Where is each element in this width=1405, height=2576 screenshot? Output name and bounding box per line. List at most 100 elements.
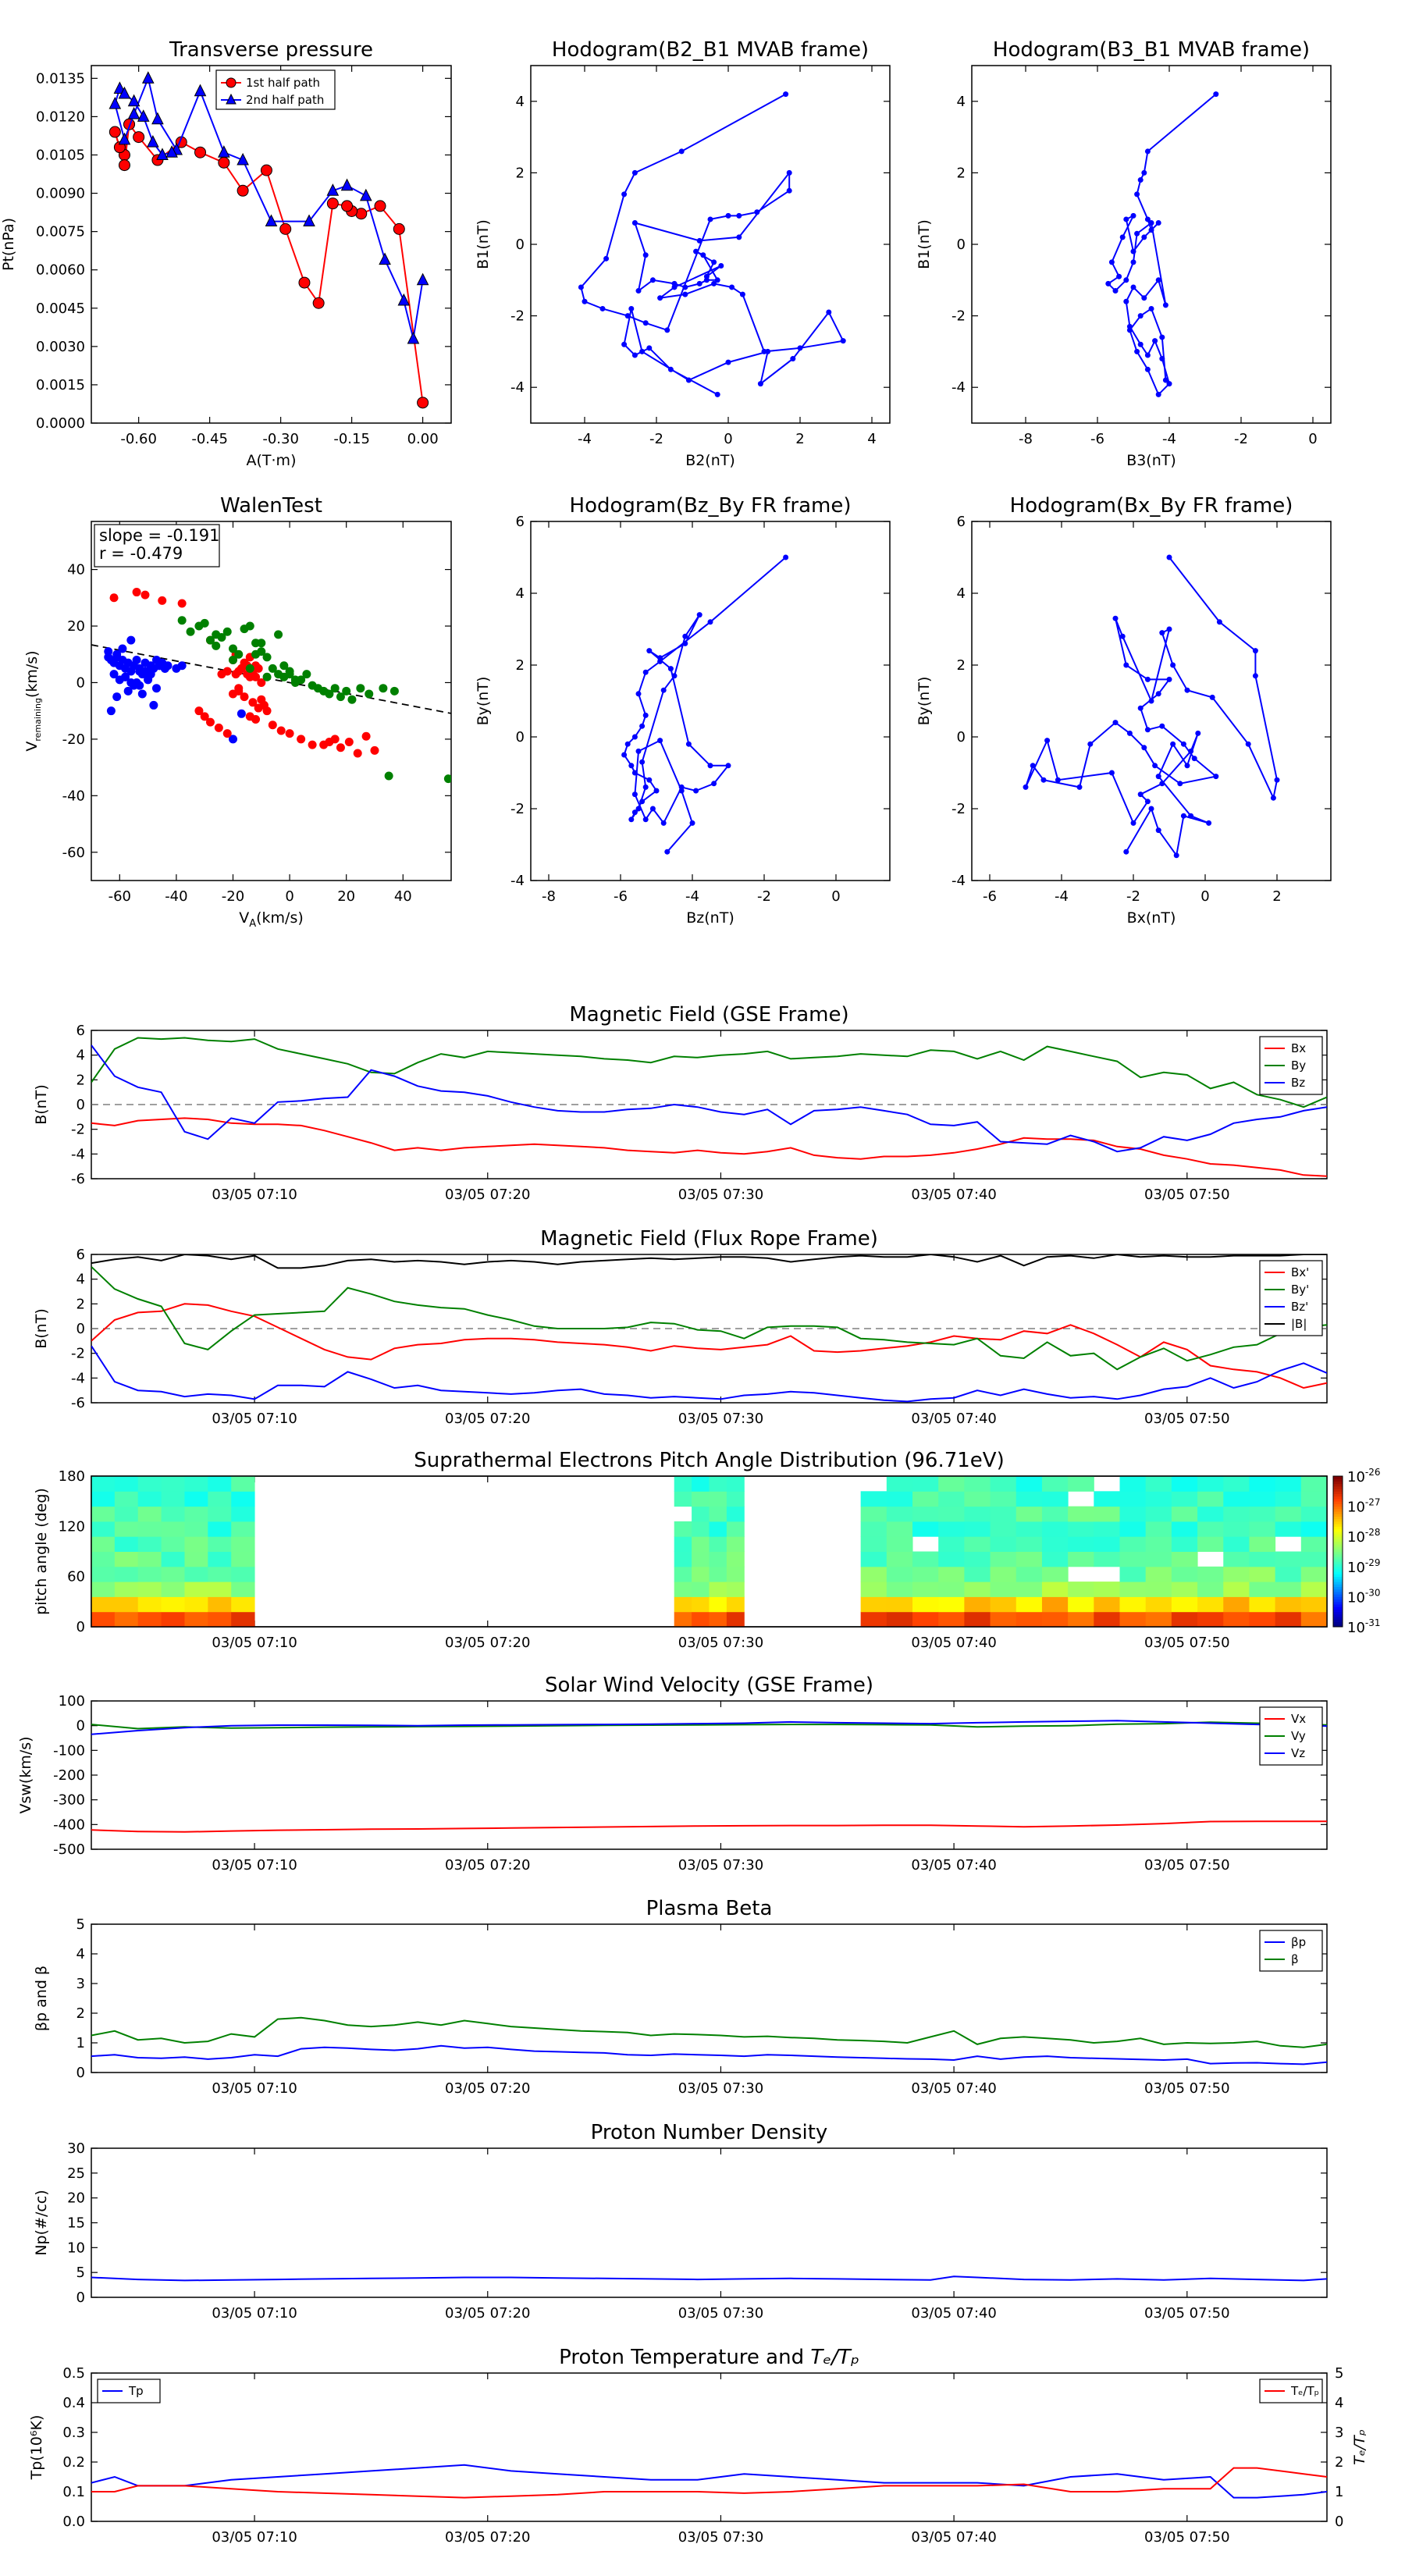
heatmap-cell xyxy=(938,1521,965,1537)
heatmap-cell xyxy=(1249,1521,1276,1537)
x-tick-label: -4 xyxy=(578,431,592,447)
colorbar-cell xyxy=(1333,1619,1343,1623)
data-point xyxy=(251,649,261,659)
x-tick-label: -40 xyxy=(165,888,187,905)
y-tick-label: 0 xyxy=(76,2290,85,2306)
data-point xyxy=(1130,212,1136,219)
colorbar-cell xyxy=(1333,1584,1343,1588)
y-right-tick-label: 5 xyxy=(1335,2365,1343,2382)
data-point xyxy=(1152,338,1158,344)
colorbar-tick-base: 10 xyxy=(1347,1529,1365,1546)
data-point xyxy=(1144,799,1151,805)
x-tick-label: 03/05 07:50 xyxy=(1144,2529,1229,2546)
heatmap-cell xyxy=(1275,1521,1302,1537)
data-point xyxy=(285,670,294,679)
x-tick-label: -6 xyxy=(1090,431,1104,447)
heatmap-cell xyxy=(137,1611,162,1628)
series-line-- xyxy=(91,2016,1327,2048)
heatmap-cell xyxy=(208,1596,232,1613)
heatmap-cell xyxy=(726,1582,745,1597)
colorbar-cell xyxy=(1333,1481,1343,1485)
x-axis-label-text: A(T·m) xyxy=(247,452,297,469)
data-point xyxy=(642,320,649,326)
data-point xyxy=(736,234,742,240)
heatmap-cell xyxy=(1094,1506,1121,1522)
data-point-triangle xyxy=(151,112,164,125)
heatmap-cell xyxy=(1041,1611,1069,1628)
data-point xyxy=(1245,741,1251,747)
x-axis-label-sub: A xyxy=(249,918,256,930)
data-point xyxy=(1170,662,1176,668)
heatmap-cell xyxy=(912,1611,939,1628)
heatmap-cell xyxy=(91,1506,116,1522)
heatmap-cell xyxy=(692,1551,710,1567)
data-point xyxy=(1137,705,1144,711)
y-axis-label: B(nT) xyxy=(33,1084,50,1125)
data-point xyxy=(140,590,150,600)
heatmap-cell xyxy=(161,1536,185,1552)
x-axis-label-text: Bz(nT) xyxy=(686,909,734,927)
y-tick-label: 5 xyxy=(76,1916,85,1933)
data-point xyxy=(1162,302,1168,308)
heatmap-cell xyxy=(674,1611,692,1628)
data-point-triangle xyxy=(127,94,140,107)
heatmap-cell xyxy=(1041,1566,1069,1582)
annotation-line: r = -0.479 xyxy=(99,544,183,563)
heatmap-cell xyxy=(1197,1506,1224,1522)
x-axis-label-text: B2(nT) xyxy=(685,452,735,469)
data-point xyxy=(149,700,158,710)
series-line-Bz xyxy=(91,1044,1327,1153)
colorbar-cell xyxy=(1333,1493,1343,1497)
x-tick-label: 03/05 07:40 xyxy=(911,1411,996,1427)
data-point xyxy=(302,670,311,679)
heatmap-cell xyxy=(1223,1536,1250,1552)
data-point xyxy=(693,248,699,254)
y-tick-label: 120 xyxy=(59,1518,85,1535)
data-point xyxy=(1137,792,1144,798)
heatmap-cell xyxy=(1068,1506,1094,1522)
legend-label: By xyxy=(1291,1059,1306,1073)
x-tick-label: 03/05 07:40 xyxy=(911,2529,996,2546)
data-point xyxy=(251,672,261,681)
data-point xyxy=(234,686,244,696)
data-point xyxy=(1141,295,1147,301)
data-point xyxy=(262,653,272,662)
data-point xyxy=(1166,381,1172,387)
heatmap-cell xyxy=(184,1521,208,1537)
data-point xyxy=(621,341,628,347)
y-tick-label: 0.0075 xyxy=(36,224,85,240)
heatmap-cell xyxy=(938,1611,965,1628)
heatmap-cell xyxy=(1223,1566,1250,1582)
colorbar-tick-exponent: -27 xyxy=(1365,1497,1381,1508)
heatmap-cell xyxy=(1119,1596,1147,1613)
heatmap-cell xyxy=(114,1536,139,1552)
colorbar-cell xyxy=(1333,1624,1343,1628)
x-axis-label: B2(nT) xyxy=(685,452,735,469)
y-tick-label: -2 xyxy=(510,801,525,817)
data-point xyxy=(1137,313,1144,319)
data-point xyxy=(151,684,161,693)
data-point xyxy=(1155,391,1161,397)
data-point xyxy=(1123,298,1129,304)
heatmap-cell xyxy=(964,1536,991,1552)
data-point xyxy=(696,237,702,244)
heatmap-cell xyxy=(1068,1521,1094,1537)
legend-label: Bx xyxy=(1291,1041,1306,1055)
data-point-triangle xyxy=(108,96,122,109)
data-point xyxy=(682,291,688,297)
data-point xyxy=(628,817,635,823)
data-point xyxy=(1130,820,1136,826)
heatmap-cell xyxy=(1171,1491,1198,1507)
x-axis-label: A(T·m) xyxy=(247,452,297,469)
heatmap-cell xyxy=(1249,1582,1276,1597)
heatmap-cell xyxy=(1197,1536,1224,1552)
heatmap-cell xyxy=(1119,1536,1147,1552)
y-tick-label: 0 xyxy=(76,1321,85,1337)
data-point xyxy=(685,377,692,383)
data-point xyxy=(353,749,362,758)
data-point xyxy=(624,741,631,747)
chart-tp_temp: Proton Temperature and Tₑ/Tₚ 03/05 07:10 0… xyxy=(28,2346,1368,2546)
data-point-circle xyxy=(237,184,249,197)
data-point xyxy=(682,284,688,290)
chart-title: Hodogram(Bx_By FR frame) xyxy=(1010,494,1293,518)
